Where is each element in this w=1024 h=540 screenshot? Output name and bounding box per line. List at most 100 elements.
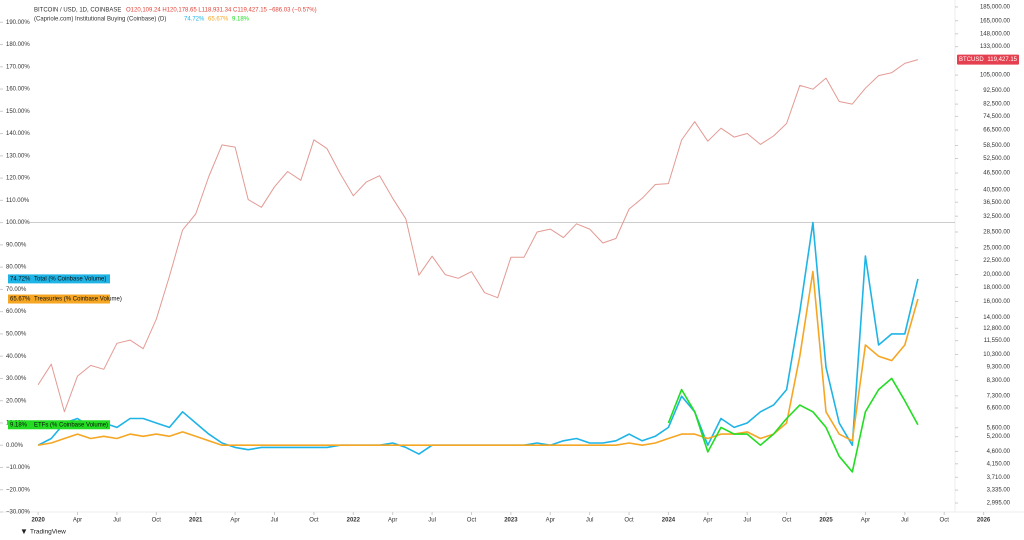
header-value: 65.67% xyxy=(208,17,229,23)
y2-tick-label: 66,500.00 xyxy=(983,128,1010,134)
series-label-value: 9.18% xyxy=(10,422,28,428)
x-tick-label: Oct xyxy=(782,518,792,524)
y2-tick-label: 18,000.00 xyxy=(983,285,1010,291)
y2-tick-label: 25,000.00 xyxy=(983,245,1010,251)
price-badge-value: 119,427.15 xyxy=(987,57,1017,63)
x-tick-label: Jul xyxy=(113,518,121,524)
legend-label: Treasuries (% Coinbase Volume) xyxy=(34,297,122,303)
y2-tick-label: 6,600.00 xyxy=(987,406,1011,412)
x-tick-label: Jul xyxy=(586,518,594,524)
x-tick-label: Oct xyxy=(940,518,950,524)
x-tick-label: Jul xyxy=(901,518,909,524)
y2-tick-label: 32,500.00 xyxy=(983,214,1010,220)
x-tick-label: Oct xyxy=(309,518,319,524)
y2-tick-label: 4,600.00 xyxy=(987,449,1011,455)
y2-tick-label: 20,000.00 xyxy=(983,272,1010,278)
x-tick-label: Jul xyxy=(271,518,279,524)
y-tick-label: 150.00% xyxy=(6,109,30,115)
series-label-value: 74.72% xyxy=(10,276,31,282)
indicator-line xyxy=(37,270,919,446)
series-label: 65.67% Treasuries (% Coinbase Volume) xyxy=(8,294,122,304)
y-tick-label: 110.00% xyxy=(6,198,30,204)
x-tick-label: Apr xyxy=(546,518,555,524)
x-tick-label: 2024 xyxy=(662,518,676,524)
x-tick-label: Oct xyxy=(152,518,162,524)
y2-tick-label: 2,995.00 xyxy=(987,501,1011,507)
x-tick-label: Apr xyxy=(230,518,239,524)
y2-tick-label: 10,300.00 xyxy=(983,352,1010,358)
y-tick-label: −30.00% xyxy=(6,510,31,516)
y-tick-label: 0.00% xyxy=(6,443,24,449)
y2-tick-label: 5,200.00 xyxy=(987,434,1011,440)
y2-tick-label: 12,800.00 xyxy=(983,326,1010,332)
y-tick-label: 160.00% xyxy=(6,87,30,93)
x-tick-label: Oct xyxy=(467,518,477,524)
x-tick-label: Apr xyxy=(703,518,712,524)
y-tick-label: 50.00% xyxy=(6,331,27,337)
indicator-line xyxy=(667,377,919,473)
y2-tick-label: 36,500.00 xyxy=(983,200,1010,206)
x-tick-label: Oct xyxy=(624,518,634,524)
y2-tick-label: 133,000.00 xyxy=(980,44,1011,50)
y2-tick-label: 58,500.00 xyxy=(983,143,1010,149)
y-tick-label: 40.00% xyxy=(6,354,27,360)
series-label: 74.72% Total (% Coinbase Volume) xyxy=(8,274,110,284)
brand: TradingView xyxy=(30,529,66,536)
y-tick-label: 170.00% xyxy=(6,64,30,70)
y2-tick-label: 52,500.00 xyxy=(983,156,1010,162)
y-tick-label: −20.00% xyxy=(6,487,31,493)
x-tick-label: Jul xyxy=(428,518,436,524)
x-tick-label: Jul xyxy=(743,518,751,524)
y2-tick-label: 28,500.00 xyxy=(983,230,1010,236)
y-tick-label: 190.00% xyxy=(6,20,30,26)
y-tick-label: 70.00% xyxy=(6,287,27,293)
y2-tick-label: 185,000.00 xyxy=(980,5,1011,11)
price-line xyxy=(37,59,919,413)
ohlc: O120,109.24 H120,178.65 L118,931.34 C119… xyxy=(126,8,317,14)
series-label-box xyxy=(8,294,110,304)
x-tick-label: Apr xyxy=(73,518,82,524)
indicator-name: (Capriole.com) Institutional Buying (Coi… xyxy=(34,17,166,23)
legend-label: Total (% Coinbase Volume) xyxy=(34,276,106,282)
price-badge xyxy=(957,54,1019,65)
symbol: BITCOIN / USD, 1D, COINBASE xyxy=(34,8,121,14)
y2-tick-label: 74,500.00 xyxy=(983,114,1010,120)
y2-tick-label: 22,500.00 xyxy=(983,258,1010,264)
y2-tick-label: 16,000.00 xyxy=(983,299,1010,305)
y2-tick-label: 92,500.00 xyxy=(983,88,1010,94)
x-tick-label: Apr xyxy=(388,518,397,524)
logo: ▼ TradingView xyxy=(20,527,66,536)
y2-tick-label: 11,550.00 xyxy=(984,338,1011,344)
y2-tick-label: 165,000.00 xyxy=(980,18,1011,24)
series-label-value: 65.67% xyxy=(10,297,31,303)
y2-tick-label: 14,000.00 xyxy=(983,315,1010,321)
y2-tick-label: 82,500.00 xyxy=(983,102,1010,108)
y2-tick-label: 5,600.00 xyxy=(987,425,1011,431)
y2-tick-label: 105,000.00 xyxy=(980,73,1011,79)
y-tick-label: 60.00% xyxy=(6,309,27,315)
y2-tick-label: 7,300.00 xyxy=(987,393,1011,399)
series-label-box xyxy=(8,274,110,284)
x-tick-label: 2023 xyxy=(504,518,518,524)
x-tick-label: 2022 xyxy=(347,518,361,524)
x-tick-label: 2020 xyxy=(31,518,45,524)
y2-tick-label: 4,150.00 xyxy=(987,461,1011,467)
y-tick-label: 130.00% xyxy=(6,153,30,159)
logo-mark: ▼ xyxy=(20,527,28,536)
y-tick-label: 90.00% xyxy=(6,242,27,248)
y2-tick-label: 3,335.00 xyxy=(987,488,1011,494)
legend-label: ETFs (% Coinbase Volume) xyxy=(34,422,108,428)
x-tick-label: Apr xyxy=(861,518,870,524)
y-tick-label: 140.00% xyxy=(6,131,30,137)
series-label-box xyxy=(8,420,110,430)
y-tick-label: −10.00% xyxy=(6,465,31,471)
x-tick-label: 2021 xyxy=(189,518,203,524)
y-tick-label: 30.00% xyxy=(6,376,27,382)
y-tick-label: 20.00% xyxy=(6,398,27,404)
y2-tick-label: 8,300.00 xyxy=(987,378,1011,384)
y2-tick-label: 40,500.00 xyxy=(983,187,1010,193)
price-badge-name: BTCUSD xyxy=(959,57,984,63)
header-value: 74.72% xyxy=(184,17,205,23)
